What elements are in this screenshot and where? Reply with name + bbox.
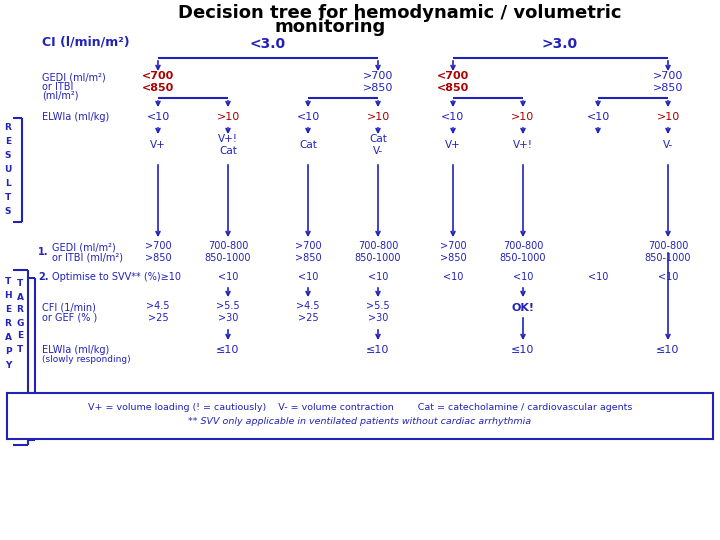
Text: Cat: Cat: [299, 140, 317, 150]
Text: 1.: 1.: [38, 247, 48, 257]
Text: ≤10: ≤10: [657, 345, 680, 355]
Text: <700
<850: <700 <850: [142, 71, 174, 93]
Text: ELWIa (ml/kg): ELWIa (ml/kg): [42, 112, 109, 122]
Text: G: G: [17, 319, 24, 327]
Text: or ITBI: or ITBI: [42, 82, 73, 92]
Text: >10: >10: [366, 112, 390, 122]
Text: >700
>850: >700 >850: [145, 241, 171, 263]
Text: T: T: [17, 280, 23, 288]
Text: <10: <10: [218, 272, 238, 282]
Text: 700-800
850-1000: 700-800 850-1000: [500, 241, 546, 263]
Text: 2.: 2.: [38, 272, 48, 282]
Text: A: A: [17, 293, 24, 301]
Text: ≤10: ≤10: [511, 345, 535, 355]
Text: GEDI (ml/m²): GEDI (ml/m²): [52, 242, 116, 252]
Text: >5.5
>30: >5.5 >30: [216, 301, 240, 323]
Text: 700-800
850-1000: 700-800 850-1000: [644, 241, 691, 263]
Text: >3.0: >3.0: [542, 37, 578, 51]
Text: <10: <10: [297, 112, 320, 122]
Text: E: E: [5, 306, 11, 314]
Text: T: T: [5, 278, 11, 287]
Text: CFI (1/min): CFI (1/min): [42, 303, 96, 313]
Text: <10: <10: [146, 112, 170, 122]
Text: >700
>850: >700 >850: [363, 71, 393, 93]
Text: >700
>850: >700 >850: [440, 241, 467, 263]
Text: Decision tree for hemodynamic / volumetric: Decision tree for hemodynamic / volumetr…: [179, 4, 622, 22]
Text: V+!
Cat: V+! Cat: [218, 134, 238, 156]
Text: >10: >10: [657, 112, 680, 122]
Text: V+!: V+!: [513, 140, 533, 150]
Text: U: U: [4, 165, 12, 173]
Text: V+: V+: [150, 140, 166, 150]
Text: <10: <10: [368, 272, 388, 282]
Text: R: R: [4, 320, 12, 328]
Text: R: R: [17, 306, 24, 314]
Text: or ITBI (ml/m²): or ITBI (ml/m²): [52, 252, 123, 262]
Text: <10: <10: [513, 272, 534, 282]
Text: V+ = volume loading (! = cautiously)    V- = volume contraction        Cat = cat: V+ = volume loading (! = cautiously) V- …: [88, 402, 632, 411]
Text: 700-800
850-1000: 700-800 850-1000: [355, 241, 401, 263]
Text: 700-800
850-1000: 700-800 850-1000: [204, 241, 251, 263]
Text: H: H: [4, 292, 12, 300]
Text: ** SVV only applicable in ventilated patients without cardiac arrhythmia: ** SVV only applicable in ventilated pat…: [189, 417, 531, 427]
Text: <10: <10: [441, 112, 464, 122]
Text: >10: >10: [217, 112, 240, 122]
Text: ELWIa (ml/kg): ELWIa (ml/kg): [42, 345, 109, 355]
Text: A: A: [4, 334, 12, 342]
Text: >4.5
>25: >4.5 >25: [146, 301, 170, 323]
Text: >4.5
>25: >4.5 >25: [296, 301, 320, 323]
Text: <700
<850: <700 <850: [437, 71, 469, 93]
Text: L: L: [5, 179, 11, 187]
Text: T: T: [5, 192, 11, 201]
Text: <10: <10: [658, 272, 678, 282]
Text: ≤10: ≤10: [366, 345, 390, 355]
Text: (slowly responding): (slowly responding): [42, 354, 130, 363]
Text: T: T: [17, 345, 23, 354]
Text: >10: >10: [511, 112, 535, 122]
Text: P: P: [5, 348, 12, 356]
Text: <10: <10: [588, 272, 608, 282]
Text: >700
>850: >700 >850: [294, 241, 321, 263]
Text: OK!: OK!: [511, 303, 534, 313]
Text: R: R: [4, 123, 12, 132]
Text: <10: <10: [298, 272, 318, 282]
Text: ≤10: ≤10: [216, 345, 240, 355]
Text: or GEF (% ): or GEF (% ): [42, 313, 97, 323]
Text: >700
>850: >700 >850: [653, 71, 683, 93]
Text: CI (l/min/m²): CI (l/min/m²): [42, 36, 130, 49]
Text: <3.0: <3.0: [250, 37, 286, 51]
Text: >5.5
>30: >5.5 >30: [366, 301, 390, 323]
Text: GEDI (ml/m²): GEDI (ml/m²): [42, 73, 106, 83]
Text: S: S: [5, 206, 12, 215]
Text: E: E: [17, 332, 23, 341]
Text: E: E: [5, 137, 11, 145]
Text: Cat
V-: Cat V-: [369, 134, 387, 156]
Text: <10: <10: [443, 272, 463, 282]
Text: Optimise to SVV** (%)≥10: Optimise to SVV** (%)≥10: [52, 272, 181, 282]
Text: V+: V+: [445, 140, 461, 150]
Text: Y: Y: [5, 361, 12, 370]
Text: V-: V-: [663, 140, 673, 150]
Text: monitoring: monitoring: [274, 18, 386, 36]
Text: (ml/m²): (ml/m²): [42, 91, 78, 101]
FancyBboxPatch shape: [7, 393, 713, 439]
Text: <10: <10: [586, 112, 610, 122]
Text: S: S: [5, 151, 12, 159]
